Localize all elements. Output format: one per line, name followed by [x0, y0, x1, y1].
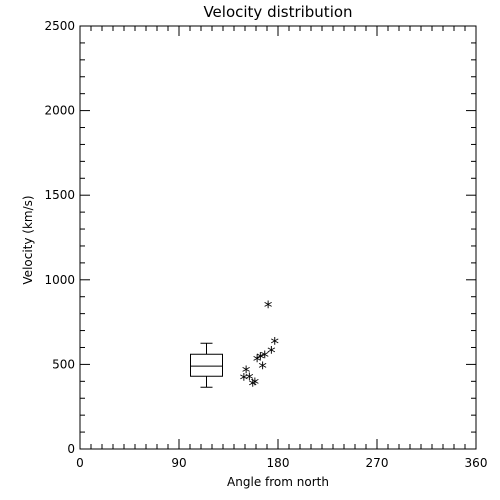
data-point: * [239, 371, 249, 391]
y-axis-label: Velocity (km/s) [21, 195, 35, 284]
data-points: ************ [239, 298, 280, 397]
x-tick-label: 90 [171, 456, 186, 470]
data-point: * [260, 348, 270, 368]
velocity-boxplot [190, 342, 223, 388]
data-point: * [248, 377, 258, 397]
x-tick-label: 180 [267, 456, 290, 470]
y-tick-label: 500 [52, 357, 75, 371]
data-point: * [241, 363, 251, 383]
y-tick-label: 0 [67, 442, 75, 456]
x-tick-label: 0 [76, 456, 84, 470]
data-point: * [266, 344, 276, 364]
data-point: * [252, 352, 262, 372]
data-point: * [257, 359, 267, 379]
y-tick-label: 2500 [44, 19, 75, 33]
x-tick-label: 270 [366, 456, 389, 470]
y-tick-label: 2000 [44, 104, 75, 118]
x-tick-label: 360 [465, 456, 488, 470]
y-axis: 0 500 1000 1500 2000 2500 [44, 19, 476, 456]
data-point: * [250, 375, 260, 395]
data-point: * [244, 370, 254, 390]
box-iqr [190, 353, 223, 377]
chart-title: Velocity distribution [203, 3, 352, 21]
y-tick-label: 1000 [44, 273, 75, 287]
y-tick-label: 1500 [44, 188, 75, 202]
x-axis-label: Angle from north [227, 475, 329, 489]
data-point: * [263, 298, 273, 318]
plot-frame [79, 25, 477, 450]
data-point: * [255, 349, 265, 369]
x-axis: 0 90 180 270 360 [76, 26, 487, 470]
data-point: * [270, 334, 280, 354]
